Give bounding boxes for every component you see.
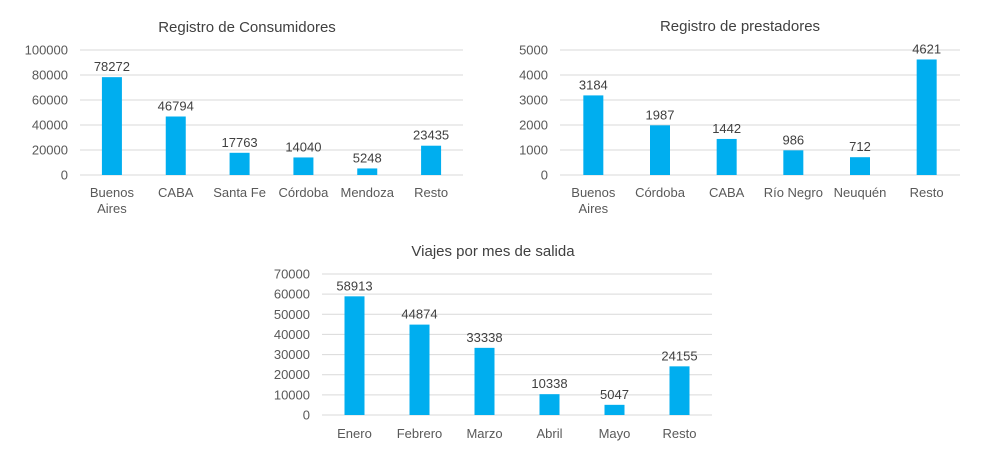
bar — [409, 324, 430, 415]
bar — [669, 366, 690, 415]
bar — [716, 138, 737, 175]
y-tick-label: 80000 — [32, 68, 68, 83]
chart-title: Registro de Consumidores — [158, 19, 336, 36]
data-label: 14040 — [285, 139, 321, 154]
chart-registro-prestadores: Registro de prestadores 0 1000 2000 3000 4000… — [495, 0, 990, 230]
y-tick-label: 20000 — [32, 143, 68, 158]
chart-title: Viajes por mes de salida — [411, 243, 575, 260]
data-label: 23435 — [413, 128, 449, 143]
x-category-label: Aires — [97, 201, 127, 216]
y-tick-label: 20000 — [274, 367, 310, 382]
x-category-label: Santa Fe — [213, 185, 266, 200]
y-tick-label: 0 — [303, 408, 310, 423]
bar — [229, 152, 250, 175]
y-tick-label: 3000 — [519, 93, 548, 108]
data-label: 1442 — [712, 121, 741, 136]
x-category-label: Febrero — [397, 426, 443, 441]
data-label: 44874 — [401, 307, 437, 322]
x-category-label: Mayo — [599, 426, 631, 441]
bar — [421, 145, 442, 175]
data-label: 10338 — [531, 376, 567, 391]
data-label: 986 — [782, 132, 804, 147]
y-tick-label: 10000 — [274, 387, 310, 402]
x-category-label: Córdoba — [635, 185, 686, 200]
chart-title: Registro de prestadores — [660, 18, 820, 35]
x-category-label: Resto — [414, 185, 448, 200]
data-label: 78272 — [94, 59, 130, 74]
x-category-label: Córdoba — [278, 185, 329, 200]
x-category-label: Buenos — [90, 185, 135, 200]
data-label: 46794 — [158, 99, 194, 114]
data-label: 1987 — [646, 107, 675, 122]
y-tick-label: 100000 — [25, 43, 68, 58]
x-category-label: Neuquén — [834, 185, 887, 200]
data-label: 58913 — [336, 278, 372, 293]
data-label: 5047 — [600, 387, 629, 402]
bar — [474, 347, 495, 415]
x-category-label: Mendoza — [341, 185, 395, 200]
x-category-label: Marzo — [466, 426, 502, 441]
data-label: 5248 — [353, 150, 382, 165]
bar — [604, 404, 625, 415]
data-label: 712 — [849, 139, 871, 154]
data-label: 33338 — [466, 330, 502, 345]
bar — [101, 77, 122, 175]
y-tick-label: 4000 — [519, 68, 548, 83]
chart-svg: Registro de Consumidores 0 20000 40000 60000… — [25, 19, 463, 216]
y-tick-label: 2000 — [519, 118, 548, 133]
data-label: 17763 — [222, 135, 258, 150]
chart-viajes-por-mes: Viajes por mes de salida 0 10000 20000 30000… — [250, 232, 730, 461]
y-tick-label: 60000 — [32, 93, 68, 108]
data-label: 3184 — [579, 77, 608, 92]
bar — [165, 116, 186, 175]
bar — [650, 125, 670, 175]
bar — [916, 59, 937, 175]
bar — [583, 95, 604, 175]
x-category-label: Buenos — [571, 185, 616, 200]
data-label: 4621 — [912, 41, 941, 56]
y-tick-label: 5000 — [519, 43, 548, 58]
y-tick-label: 60000 — [274, 287, 310, 302]
bar — [344, 296, 365, 415]
y-tick-label: 1000 — [519, 143, 548, 158]
x-category-label: Abril — [536, 426, 562, 441]
x-category-label: Resto — [663, 426, 697, 441]
y-tick-label: 40000 — [32, 118, 68, 133]
y-tick-label: 50000 — [274, 307, 310, 322]
x-category-label: CABA — [709, 185, 745, 200]
x-category-label: Aires — [579, 201, 609, 216]
y-tick-label: 0 — [541, 168, 548, 183]
x-category-label: Enero — [337, 426, 372, 441]
y-tick-label: 30000 — [274, 347, 310, 362]
bar — [539, 394, 560, 415]
bar — [293, 157, 314, 175]
bar — [850, 157, 870, 175]
chart-svg: Viajes por mes de salida 0 10000 20000 30000… — [274, 243, 712, 441]
bar — [357, 168, 378, 175]
x-category-label: Río Negro — [764, 185, 823, 200]
x-category-label: CABA — [158, 185, 194, 200]
data-label: 24155 — [661, 348, 697, 363]
y-tick-label: 70000 — [274, 267, 310, 282]
y-tick-label: 40000 — [274, 327, 310, 342]
chart-svg: Registro de prestadores 0 1000 2000 3000 4000… — [519, 18, 960, 216]
bar — [783, 150, 804, 175]
x-category-label: Resto — [910, 185, 944, 200]
y-tick-label: 0 — [61, 168, 68, 183]
chart-registro-consumidores: Registro de Consumidores 0 20000 40000 60000… — [0, 0, 495, 230]
